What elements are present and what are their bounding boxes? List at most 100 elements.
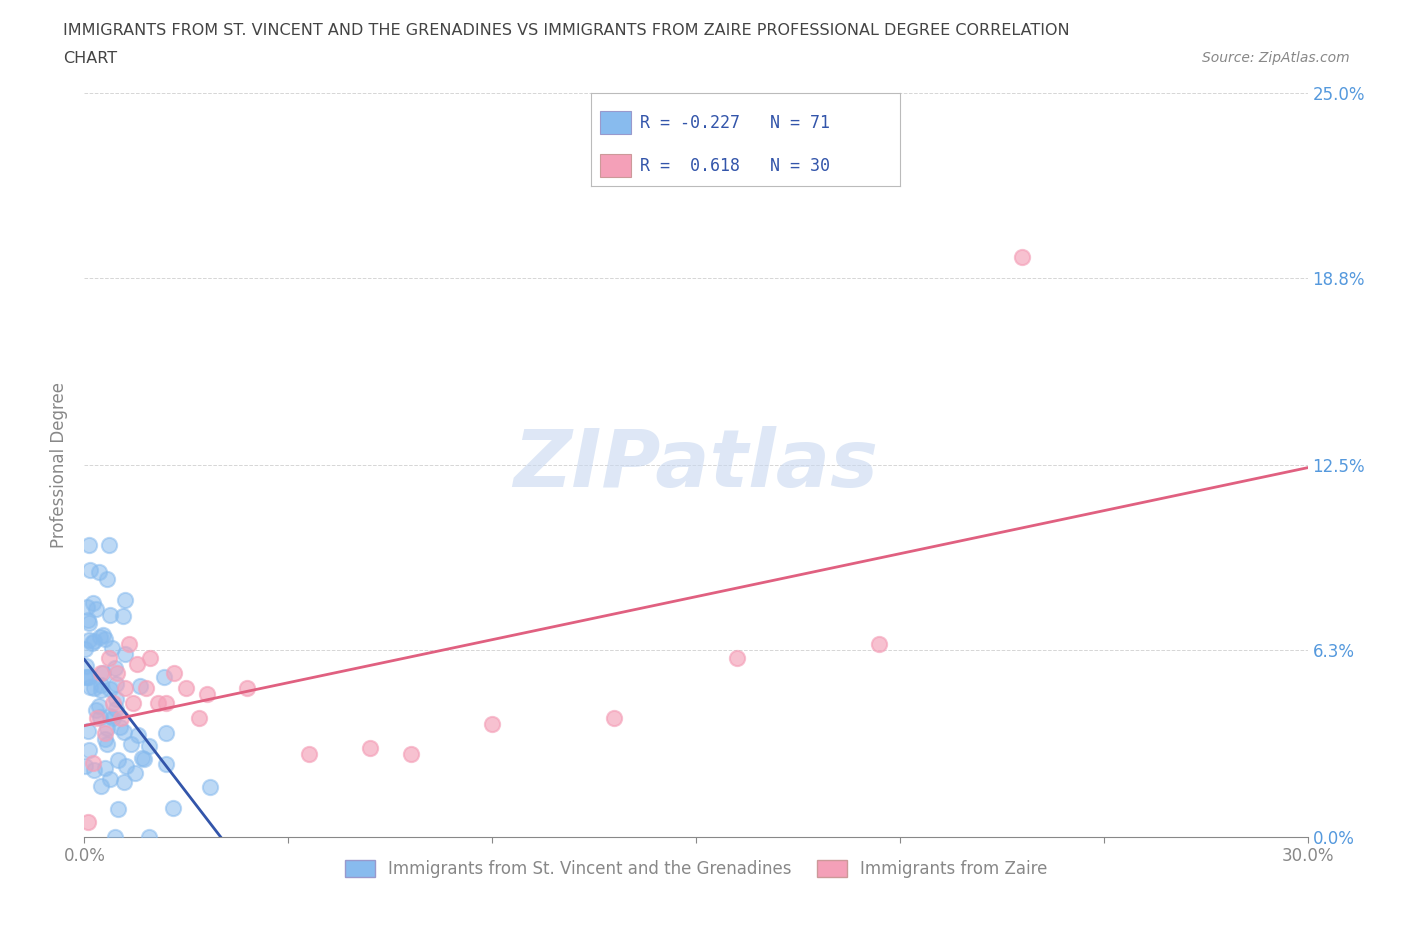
Point — [89, 710, 111, 724]
Point — [198, 780, 221, 795]
Point — [101, 640, 124, 655]
Point — [153, 670, 176, 684]
Point — [104, 676, 127, 691]
Point — [83, 763, 105, 777]
Point — [73, 642, 96, 657]
Text: Source: ZipAtlas.com: Source: ZipAtlas.com — [1202, 51, 1350, 65]
Point — [97, 651, 120, 666]
Point — [128, 679, 150, 694]
Point — [76, 613, 98, 628]
Point — [80, 636, 103, 651]
Point — [94, 732, 117, 747]
Point — [84, 703, 107, 718]
Point — [94, 761, 117, 776]
Point — [155, 725, 177, 740]
Point — [79, 670, 101, 684]
Point — [104, 830, 127, 844]
Point — [111, 609, 134, 624]
Point — [1011, 249, 1033, 264]
Point — [76, 670, 98, 684]
Point — [94, 631, 117, 646]
Point — [174, 681, 197, 696]
Point — [399, 746, 422, 761]
Point — [96, 737, 118, 751]
Point — [146, 696, 169, 711]
Point — [114, 646, 136, 661]
Point — [603, 711, 626, 725]
Point — [79, 680, 101, 695]
Bar — [600, 153, 631, 177]
Point — [162, 801, 184, 816]
Point — [138, 651, 160, 666]
Point — [98, 709, 121, 724]
Point — [97, 538, 120, 552]
Point — [105, 702, 128, 717]
Bar — [600, 112, 631, 135]
Point — [101, 696, 124, 711]
Point — [114, 592, 136, 607]
Point — [115, 759, 138, 774]
Point — [110, 711, 132, 725]
Point — [73, 759, 96, 774]
Point — [77, 742, 100, 757]
Point — [77, 724, 100, 738]
Point — [83, 680, 105, 695]
Point — [89, 698, 111, 713]
Point — [98, 681, 121, 696]
Point — [84, 602, 107, 617]
Point — [108, 720, 131, 735]
Point — [120, 737, 142, 751]
Point — [163, 666, 186, 681]
Point — [89, 630, 111, 644]
Point — [107, 752, 129, 767]
Point — [481, 716, 503, 731]
Point — [82, 755, 104, 770]
Point — [138, 739, 160, 754]
Point — [135, 681, 157, 696]
Point — [73, 670, 96, 684]
Point — [124, 765, 146, 780]
Point — [122, 696, 145, 711]
Text: R =  0.618   N = 30: R = 0.618 N = 30 — [640, 156, 830, 175]
Point — [107, 802, 129, 817]
Point — [725, 651, 748, 666]
Point — [101, 711, 124, 725]
Text: R = -0.227   N = 71: R = -0.227 N = 71 — [640, 113, 830, 132]
Point — [132, 751, 155, 766]
Point — [87, 565, 110, 579]
Point — [90, 677, 112, 692]
Point — [112, 775, 135, 790]
Point — [155, 757, 177, 772]
Point — [77, 815, 100, 830]
Point — [104, 661, 127, 676]
Point — [90, 778, 112, 793]
Point — [91, 628, 114, 643]
Point — [127, 657, 149, 671]
Point — [105, 666, 128, 681]
Y-axis label: Professional Degree: Professional Degree — [51, 382, 69, 548]
Point — [195, 686, 218, 701]
Point — [90, 683, 112, 698]
Point — [869, 636, 891, 651]
Point — [90, 666, 112, 681]
Point — [77, 632, 100, 647]
Point — [76, 600, 98, 615]
Point — [112, 724, 135, 739]
Legend: Immigrants from St. Vincent and the Grenadines, Immigrants from Zaire: Immigrants from St. Vincent and the Gren… — [337, 853, 1054, 884]
Point — [96, 721, 118, 736]
Point — [79, 538, 101, 552]
Point — [83, 634, 105, 649]
Point — [114, 681, 136, 696]
Point — [105, 691, 128, 706]
Point — [298, 746, 321, 761]
Point — [98, 607, 121, 622]
Point — [79, 563, 101, 578]
Point — [82, 596, 104, 611]
Point — [96, 571, 118, 586]
Point — [118, 636, 141, 651]
Point — [127, 728, 149, 743]
Point — [236, 681, 259, 696]
Point — [131, 751, 153, 765]
Text: IMMIGRANTS FROM ST. VINCENT AND THE GRENADINES VS IMMIGRANTS FROM ZAIRE PROFESSI: IMMIGRANTS FROM ST. VINCENT AND THE GREN… — [63, 23, 1070, 38]
Text: ZIPatlas: ZIPatlas — [513, 426, 879, 504]
